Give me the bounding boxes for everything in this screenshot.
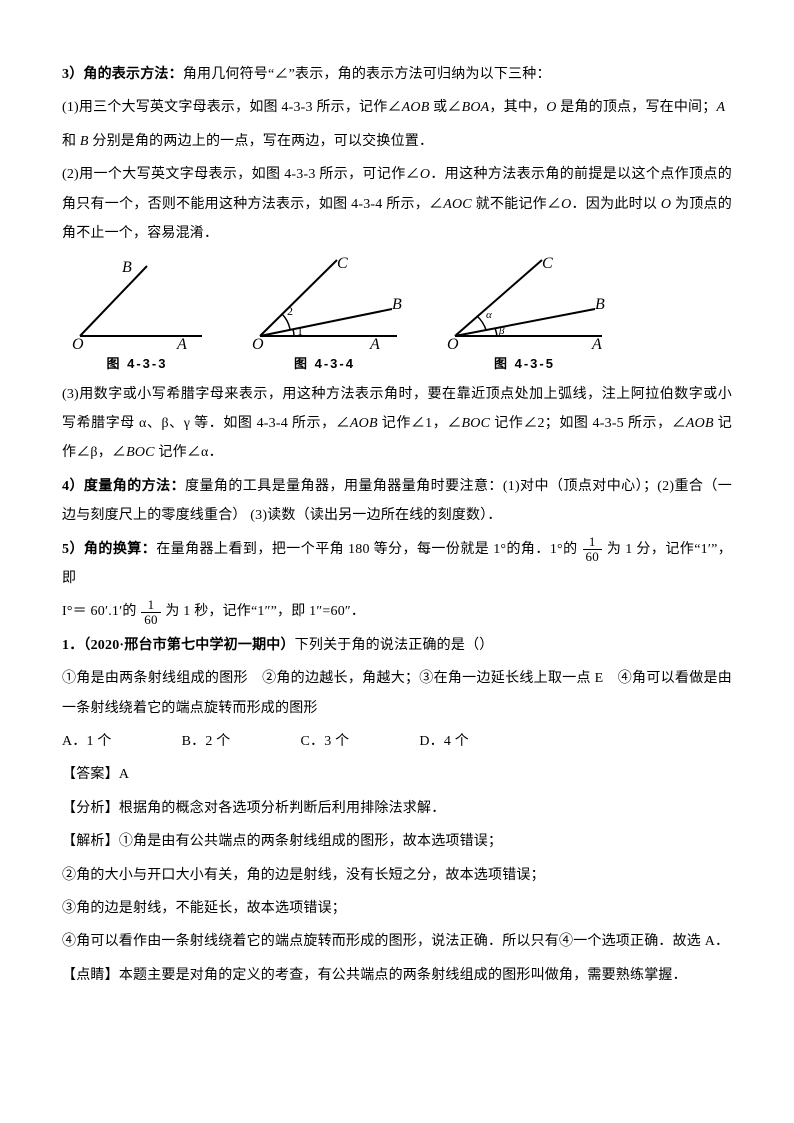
angle-diagram-1: O A B: [62, 254, 212, 349]
section-5: 5）角的换算：在量角器上看到，把一个平角 180 等分，每一份就是 1°的角．1…: [62, 535, 732, 594]
h3-title: 3）角的表示方法：: [62, 67, 183, 82]
t: 本题主要是对角的定义的考查，有公共端点的两条射线组成的图形叫做角，需要熟练掌握．: [119, 968, 687, 983]
label-C: C: [542, 255, 553, 272]
i: AOB: [350, 416, 378, 431]
i: AOB: [686, 416, 714, 431]
section-3: 3）角的表示方法：角用几何符号“∠”表示，角的表示方法可归纳为以下三种：: [62, 60, 732, 89]
analysis-1: 【分析】根据角的概念对各选项分析判断后利用排除法求解．: [62, 794, 732, 823]
t: 或∠: [429, 100, 461, 115]
fraction: 160: [141, 598, 160, 626]
t: ①角是由有公共端点的两条射线组成的图形，故本选项错误；: [119, 834, 502, 849]
t: 就不能记作∠: [472, 197, 561, 212]
analysis-3: ②角的大小与开口大小有关，角的边是射线，没有长短之分，故本选项错误；: [62, 861, 732, 890]
answer-value: A: [119, 767, 129, 782]
den: 60: [583, 550, 602, 564]
i: BOC: [126, 445, 155, 460]
section-5b: I°＝ 60′.1′的 160 为 1 秒，记作“1″”，即 1″=60″．: [62, 597, 732, 626]
t: 根据角的概念对各选项分析判断后利用排除法求解．: [119, 801, 446, 816]
analysis-6: 【点睛】本题主要是对角的定义的考查，有公共端点的两条射线组成的图形叫做角，需要熟…: [62, 961, 732, 990]
label-O: O: [447, 336, 459, 349]
question-options: A．1 个 B．2 个 C．3 个 D．4 个: [62, 727, 732, 756]
num: 1: [141, 598, 160, 613]
option-d: D．4 个: [419, 727, 469, 756]
label-alpha: α: [486, 309, 492, 321]
i: BOC: [462, 416, 491, 431]
i: O: [661, 197, 671, 212]
option-a: A．1 个: [62, 727, 112, 756]
figure-4-3-5: O A B C β α 图 4-3-5: [437, 254, 612, 377]
t: I°＝ 60′.1′的: [62, 604, 140, 619]
answer-label: 【答案】: [62, 767, 119, 782]
t: (2)用一个大写英文字母表示，如图 4-3-3 所示，可记作∠: [62, 167, 420, 182]
answer: 【答案】A: [62, 760, 732, 789]
analysis-5: ④角可以看作由一条射线绕着它的端点旋转而形成的图形，说法正确．所以只有④一个选项…: [62, 927, 732, 956]
t: 记作∠2；如图 4-3-5 所示，∠: [490, 416, 686, 431]
label-B: B: [392, 296, 402, 313]
i: O: [561, 197, 571, 212]
q-text: 下列关于角的说法正确的是（）: [295, 638, 494, 653]
t: 记作∠1，∠: [378, 416, 462, 431]
t: 记作∠α．: [155, 445, 223, 460]
para-3: (3)用数字或小写希腊字母来表示，用这种方法表示角时，要在靠近顶点处加上弧线，注…: [62, 380, 732, 468]
t: 和: [62, 134, 80, 149]
option-b: B．2 个: [182, 727, 231, 756]
angle-diagram-3: O A B C β α: [437, 254, 612, 349]
fraction: 160: [583, 535, 602, 563]
para-1: (1)用三个大写英文字母表示，如图 4-3-3 所示，记作∠AOB 或∠BOA，…: [62, 93, 732, 122]
para-2: (2)用一个大写英文字母表示，如图 4-3-3 所示，可记作∠O．用这种方法表示…: [62, 160, 732, 248]
angle-diagram-2: O A B C 1 2: [242, 254, 407, 349]
figure-caption: 图 4-3-4: [242, 350, 407, 377]
option-c: C．3 个: [300, 727, 349, 756]
question-items: ①角是由两条射线组成的图形 ②角的边越长，角越大；③在角一边延长线上取一点 E …: [62, 664, 732, 723]
figure-caption: 图 4-3-5: [437, 350, 612, 377]
figure-row: O A B 图 4-3-3 O A B C 1 2: [62, 254, 732, 377]
t: (1)用三个大写英文字母表示，如图 4-3-3 所示，记作∠: [62, 100, 402, 115]
analysis-4: ③角的边是射线，不能延长，故本选项错误；: [62, 894, 732, 923]
t: ，其中，: [489, 100, 546, 115]
question-stem: 1．（2020·邢台市第七中学初一期中）下列关于角的说法正确的是（）: [62, 631, 732, 660]
i: BOA: [462, 100, 490, 115]
analysis-2: 【解析】①角是由有公共端点的两条射线组成的图形，故本选项错误；: [62, 827, 732, 856]
figure-4-3-4: O A B C 1 2 图 4-3-4: [242, 254, 407, 377]
label-A: A: [591, 336, 602, 349]
label-A: A: [369, 336, 380, 349]
i: A: [716, 100, 725, 115]
i: O: [546, 100, 556, 115]
label-B: B: [122, 259, 132, 276]
i: AOB: [402, 100, 430, 115]
h4-title: 4）度量角的方法：: [62, 479, 185, 494]
den: 60: [141, 613, 160, 627]
q-src: 1．（2020·邢台市第七中学初一期中）: [62, 638, 295, 653]
label-1: 1: [297, 324, 303, 338]
t: ．因为此时以: [571, 197, 660, 212]
t: 是角的顶点，写在中间；: [557, 100, 717, 115]
t: 分别是角的两边上的一点，写在两边，可以交换位置．: [89, 134, 434, 149]
label-O: O: [72, 336, 84, 349]
label-O: O: [252, 336, 264, 349]
t: 在量角器上看到，把一个平角 180 等分，每一份就是 1°的角．1°的: [156, 542, 581, 557]
i: O: [420, 167, 430, 182]
t: 为 1 秒，记作“1″”，即 1″=60″．: [162, 604, 365, 619]
label-beta: β: [498, 325, 505, 337]
h3-text: 角用几何符号“∠”表示，角的表示方法可归纳为以下三种：: [183, 67, 551, 82]
i: AOC: [443, 197, 472, 212]
section-4: 4）度量角的方法：度量角的工具是量角器，用量角器量角时要注意：(1)对中（顶点对…: [62, 472, 732, 531]
num: 1: [583, 535, 602, 550]
label-2: 2: [287, 304, 293, 318]
h5-title: 5）角的换算：: [62, 542, 156, 557]
label-A: A: [176, 336, 187, 349]
i: B: [80, 134, 89, 149]
label-B: B: [595, 296, 605, 313]
figure-4-3-3: O A B 图 4-3-3: [62, 254, 212, 377]
label-C: C: [337, 255, 348, 272]
label: 【分析】: [62, 801, 119, 816]
label: 【解析】: [62, 834, 119, 849]
label: 【点睛】: [62, 968, 119, 983]
para-1b: 和 B 分别是角的两边上的一点，写在两边，可以交换位置．: [62, 127, 732, 156]
figure-caption: 图 4-3-3: [62, 350, 212, 377]
